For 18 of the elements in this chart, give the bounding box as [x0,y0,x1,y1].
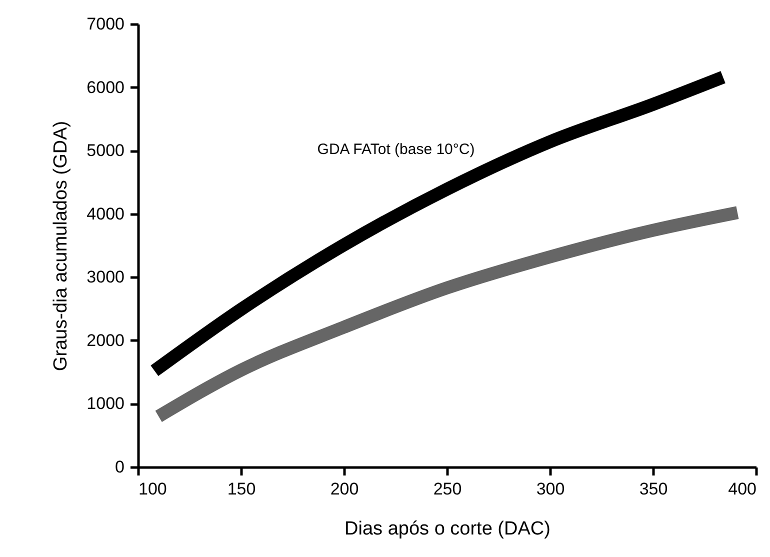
y-tick-label: 4000 [86,204,124,224]
y-tick-label: 7000 [86,14,124,34]
y-tick-label: 1000 [86,394,124,414]
x-tick-label: 150 [227,480,256,498]
x-tick-label: 200 [330,480,359,498]
x-tick-label: 100 [138,480,167,498]
y-tick-label: 0 [115,458,124,476]
x-tick-label: 250 [433,480,462,498]
y-axis-title: Graus-dia acumulados (GDA) [50,120,72,372]
x-tick-label: 350 [639,480,668,498]
x-tick-label: 300 [536,480,565,498]
y-tick-label: 3000 [86,268,124,287]
y-tick-label: 2000 [86,330,124,350]
series-label: GDA FATot (base 10°C) [317,140,475,158]
x-tick-label: 400 [728,480,756,498]
y-tick-label: 6000 [86,78,124,97]
x-axis-title: Dias após o corte (DAC) [344,518,550,540]
y-tick-label: 5000 [86,141,124,160]
